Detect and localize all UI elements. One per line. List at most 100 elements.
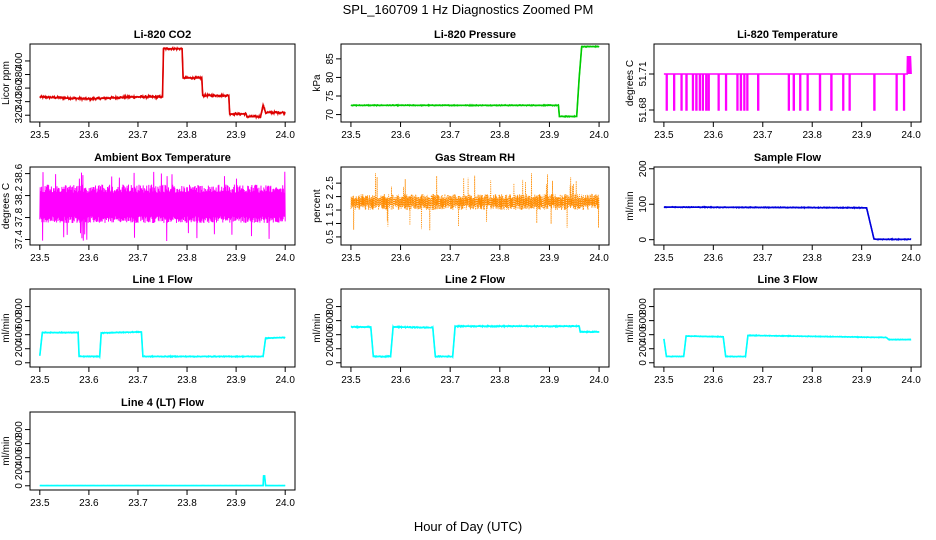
series-line [39, 45, 286, 120]
x-tick-label: 23.8 [177, 375, 197, 386]
plot-frame [653, 43, 922, 123]
y-tick-label: 600 [325, 312, 336, 329]
x-tick-label: 24.0 [901, 130, 921, 141]
y-tick-label: 360 [14, 79, 25, 96]
x-tick-label: 23.5 [30, 498, 50, 509]
panel-1: Li-820 CO2 23.5 23.6 23.7 23.8 23.9 24.0 320340… [1, 29, 296, 141]
panel-title: Line 2 Flow [445, 274, 505, 286]
y-tick-label: 0 [325, 360, 336, 366]
x-tick-label: 23.6 [79, 375, 99, 386]
panel-8: Line 2 Flow 23.5 23.6 23.7 23.8 23.9 24.0 0 2004… [312, 274, 610, 386]
x-tick-label: 23.9 [852, 253, 872, 264]
x-tick-label: 23.8 [802, 375, 822, 386]
y-tick-label: 600 [14, 435, 25, 452]
panel-title: Sample Flow [754, 152, 822, 164]
panel-title: Li-820 CO2 [134, 29, 191, 41]
y-tick-label: 70 [325, 109, 336, 121]
y-axis-label: ml/min [625, 313, 636, 342]
y-tick-label: 200 [14, 463, 25, 480]
y-tick-label: 51.71 [638, 61, 649, 86]
x-tick-label: 23.9 [852, 130, 872, 141]
y-tick-label: 2 [325, 193, 336, 199]
y-tick-label: 400 [14, 326, 25, 343]
plot-frame [340, 288, 610, 368]
x-tick-label: 23.8 [802, 130, 822, 141]
series-points [350, 173, 600, 231]
x-tick-label: 23.5 [654, 375, 674, 386]
x-tick-label: 23.6 [391, 253, 411, 264]
plot-frame [29, 288, 296, 368]
x-tick-label: 23.6 [704, 375, 724, 386]
x-tick-label: 23.6 [79, 253, 99, 264]
series-line [39, 330, 286, 360]
y-axis-label: kPa [312, 74, 323, 92]
x-tick-label: 24.0 [589, 130, 609, 141]
panel-6: Sample Flow 23.5 23.6 23.7 23.8 23.9 24.0 0 100 2… [625, 152, 922, 264]
x-tick-label: 23.7 [753, 253, 773, 264]
y-tick-label: 38.6 [14, 163, 25, 183]
panel-10: Line 4 (LT) Flow 23.5 23.6 23.7 23.8 23.9 24.0… [1, 397, 296, 509]
y-axis-label: degrees C [1, 183, 12, 229]
series-steps [663, 334, 912, 358]
x-tick-label: 24.0 [589, 253, 609, 264]
x-tick-label: 23.5 [654, 253, 674, 264]
y-tick-label: 800 [325, 298, 336, 315]
y-tick-label: 85 [325, 53, 336, 65]
x-tick-label: 24.0 [275, 130, 295, 141]
panel-5: Gas Stream RH 23.5 23.6 23.7 23.8 23.9 24.0 0.5… [312, 152, 610, 264]
x-tick-label: 23.6 [704, 253, 724, 264]
x-tick-label: 23.8 [177, 130, 197, 141]
panel-4: Ambient Box Temperature 23.5 23.6 23.7 23.8 2… [1, 152, 296, 264]
x-tick-label: 23.8 [490, 130, 510, 141]
y-tick-label: 100 [638, 195, 649, 212]
y-tick-label: 200 [14, 340, 25, 357]
x-tick-label: 24.0 [901, 253, 921, 264]
x-tick-label: 24.0 [901, 375, 921, 386]
x-tick-label: 23.9 [852, 375, 872, 386]
x-tick-label: 23.7 [128, 375, 148, 386]
y-tick-label: 320 [14, 106, 25, 123]
x-tick-label: 23.7 [440, 253, 460, 264]
x-tick-label: 23.9 [540, 130, 560, 141]
x-tick-label: 23.8 [490, 253, 510, 264]
x-tick-label: 23.8 [802, 253, 822, 264]
y-tick-label: 37.8 [14, 207, 25, 227]
y-tick-label: 51.68 [638, 97, 649, 122]
x-tick-label: 23.9 [226, 130, 246, 141]
x-tick-label: 24.0 [275, 498, 295, 509]
x-tick-label: 23.6 [391, 375, 411, 386]
panel-9: Line 3 Flow 23.5 23.6 23.7 23.8 23.9 24.0 0 2004… [625, 274, 922, 386]
x-tick-label: 24.0 [589, 375, 609, 386]
plot-frame [29, 411, 296, 491]
y-tick-label: 400 [14, 449, 25, 466]
y-tick-label: 0.5 [325, 230, 336, 244]
y-tick-label: 380 [14, 66, 25, 83]
x-tick-label: 23.5 [30, 130, 50, 141]
y-tick-label: 0 [14, 360, 25, 366]
x-tick-label: 23.9 [226, 375, 246, 386]
series-steps [663, 206, 912, 241]
x-tick-label: 23.5 [341, 253, 361, 264]
x-tick-label: 23.9 [540, 375, 560, 386]
y-tick-label: 600 [638, 312, 649, 329]
x-tick-label: 23.6 [79, 130, 99, 141]
plot-frame [653, 288, 922, 368]
panel-title: Line 1 Flow [133, 274, 193, 286]
y-axis-label: percent [312, 189, 323, 223]
x-tick-label: 23.7 [128, 130, 148, 141]
x-tick-label: 23.7 [753, 130, 773, 141]
plot-frame [653, 166, 922, 246]
y-tick-label: 1 [325, 220, 336, 226]
series-line [663, 333, 912, 359]
x-tick-label: 23.7 [128, 498, 148, 509]
x-tick-label: 23.9 [540, 253, 560, 264]
y-tick-label: 800 [14, 421, 25, 438]
panel-7: Line 1 Flow 23.5 23.6 23.7 23.8 23.9 24.0 0 2004… [1, 274, 296, 386]
x-tick-label: 23.5 [341, 375, 361, 386]
x-tick-label: 23.8 [177, 498, 197, 509]
y-tick-label: 75 [325, 90, 336, 102]
y-tick-label: 400 [325, 326, 336, 343]
series-steps [39, 475, 286, 487]
y-tick-label: 200 [638, 340, 649, 357]
x-tick-label: 23.7 [128, 253, 148, 264]
